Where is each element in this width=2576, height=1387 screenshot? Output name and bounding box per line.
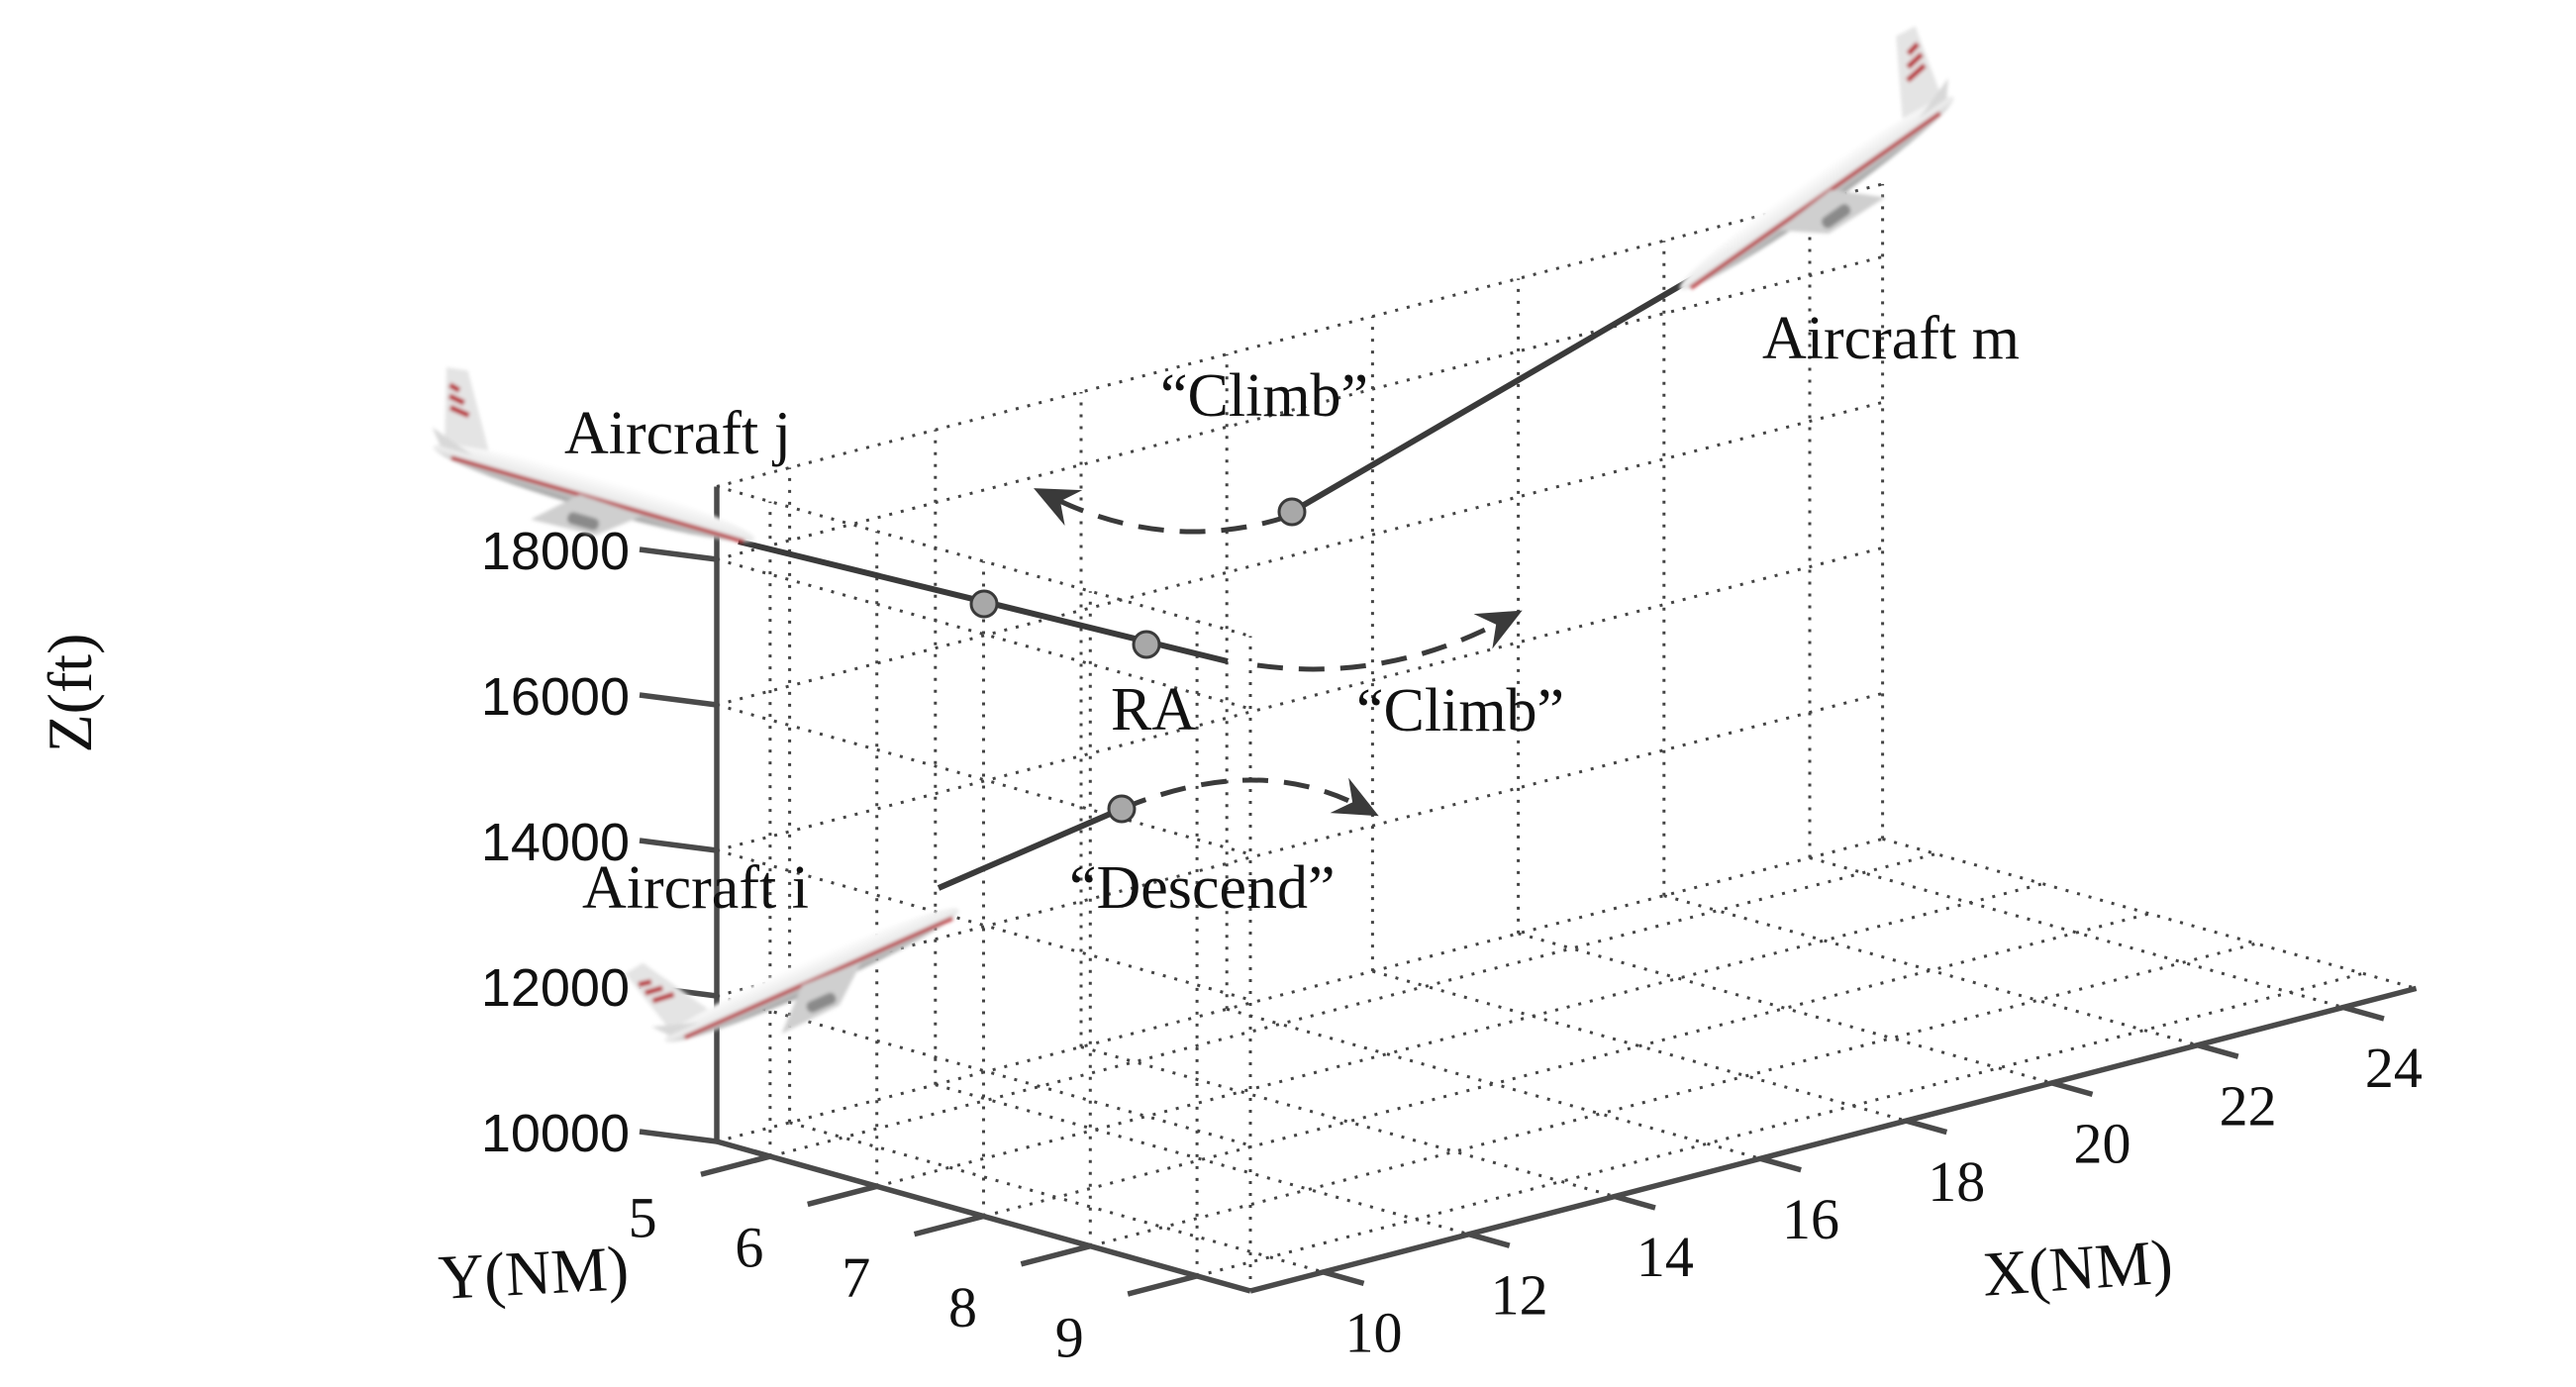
- x-tick: [2342, 1004, 2385, 1022]
- x-tick-label: 18: [1928, 1149, 1985, 1214]
- grid-line: [1196, 971, 2364, 1278]
- grid-line: [1226, 1007, 1761, 1160]
- aircraft-label-j: Aircraft j: [564, 400, 791, 467]
- box-edge: [716, 182, 1883, 488]
- x-tick-label: 20: [2073, 1112, 2130, 1176]
- maneuver-path-climb-j: [1256, 610, 1523, 672]
- x-tick: [1322, 1269, 1365, 1287]
- y-tick: [1127, 1273, 1198, 1297]
- x-tick: [1614, 1193, 1656, 1211]
- y-tick-label: 8: [948, 1275, 977, 1339]
- x-axis-line: [1249, 985, 2418, 1294]
- trajectory-aircraft-m: [1290, 274, 1697, 515]
- y-tick-label: 5: [629, 1186, 657, 1250]
- y-tick: [1020, 1243, 1091, 1267]
- tick-labels: 10 12 14 16 18 20 22 24 5 6 7 8 9 10000 12000 14000 1600…: [481, 522, 2423, 1369]
- annotation-climb-m: “Climb”: [1160, 362, 1368, 430]
- grid-lines: [715, 182, 2418, 1293]
- z-tick-label: 16000: [481, 667, 630, 727]
- annotation-climb-j: “Climb”: [1356, 677, 1564, 744]
- annotation-ra: RA: [1111, 676, 1196, 743]
- z-tick-label: 10000: [481, 1104, 630, 1163]
- grid-line: [1518, 932, 2053, 1085]
- grid-line: [769, 852, 1936, 1158]
- x-tick-label: 12: [1491, 1262, 1548, 1327]
- z-tick: [639, 838, 718, 853]
- z-tick: [639, 692, 718, 708]
- x-axis-title: X(NM): [1980, 1226, 2174, 1309]
- x-tick-label: 22: [2220, 1073, 2277, 1138]
- x-tick-label: 16: [1782, 1187, 1839, 1251]
- aircraft-m-icon: [1679, 26, 1954, 290]
- grid-line: [716, 400, 1883, 707]
- y-axis-title: Y(NM): [437, 1233, 630, 1313]
- y-tick: [700, 1153, 771, 1177]
- maneuver-path-descend-i: [1121, 777, 1379, 817]
- x-tick: [2197, 1042, 2239, 1059]
- waypoint-m: [1277, 497, 1307, 527]
- annotation-descend-i: “Descend”: [1069, 854, 1336, 922]
- grid-line: [1080, 1045, 1616, 1198]
- x-tick: [2050, 1080, 2094, 1098]
- waypoint-j-2: [1132, 630, 1161, 659]
- grid-line: [716, 545, 1883, 852]
- z-tick-label: 18000: [481, 522, 630, 581]
- y-tick-label: 7: [842, 1245, 870, 1310]
- grid-line: [1089, 941, 2257, 1248]
- aircraft-i-icon: [625, 908, 959, 1042]
- waypoint-j-1: [969, 589, 999, 619]
- grid-line: [1663, 894, 2199, 1047]
- y-tick: [807, 1183, 878, 1208]
- z-tick: [639, 546, 718, 562]
- z-axis-title: Z(ft): [35, 634, 105, 753]
- maneuver-path-climb-m: [1034, 488, 1288, 535]
- y-tick: [913, 1213, 985, 1238]
- y-tick-label: 9: [1055, 1305, 1084, 1369]
- grid-line: [876, 882, 2043, 1188]
- x-tick: [1759, 1155, 1802, 1173]
- box-edge: [1882, 837, 2418, 990]
- z-tick-label: 14000: [481, 813, 630, 872]
- aircraft-label-i: Aircraft i: [582, 854, 809, 922]
- trajectories: [738, 274, 1697, 891]
- z-tick: [639, 1129, 718, 1144]
- x-tick-label: 24: [2365, 1036, 2423, 1100]
- aircraft-j-icon: [432, 367, 755, 545]
- z-tick-label: 12000: [481, 958, 630, 1018]
- aircraft-label-m: Aircraft m: [1762, 305, 2020, 372]
- trajectory-aircraft-i: [937, 806, 1124, 891]
- x-tick: [1468, 1232, 1511, 1248]
- x-tick-label: 14: [1636, 1225, 1694, 1289]
- waypoint-i: [1107, 794, 1137, 824]
- x-tick: [1905, 1118, 1948, 1136]
- x-tick-label: 10: [1344, 1301, 1402, 1365]
- y-tick-label: 6: [735, 1216, 763, 1280]
